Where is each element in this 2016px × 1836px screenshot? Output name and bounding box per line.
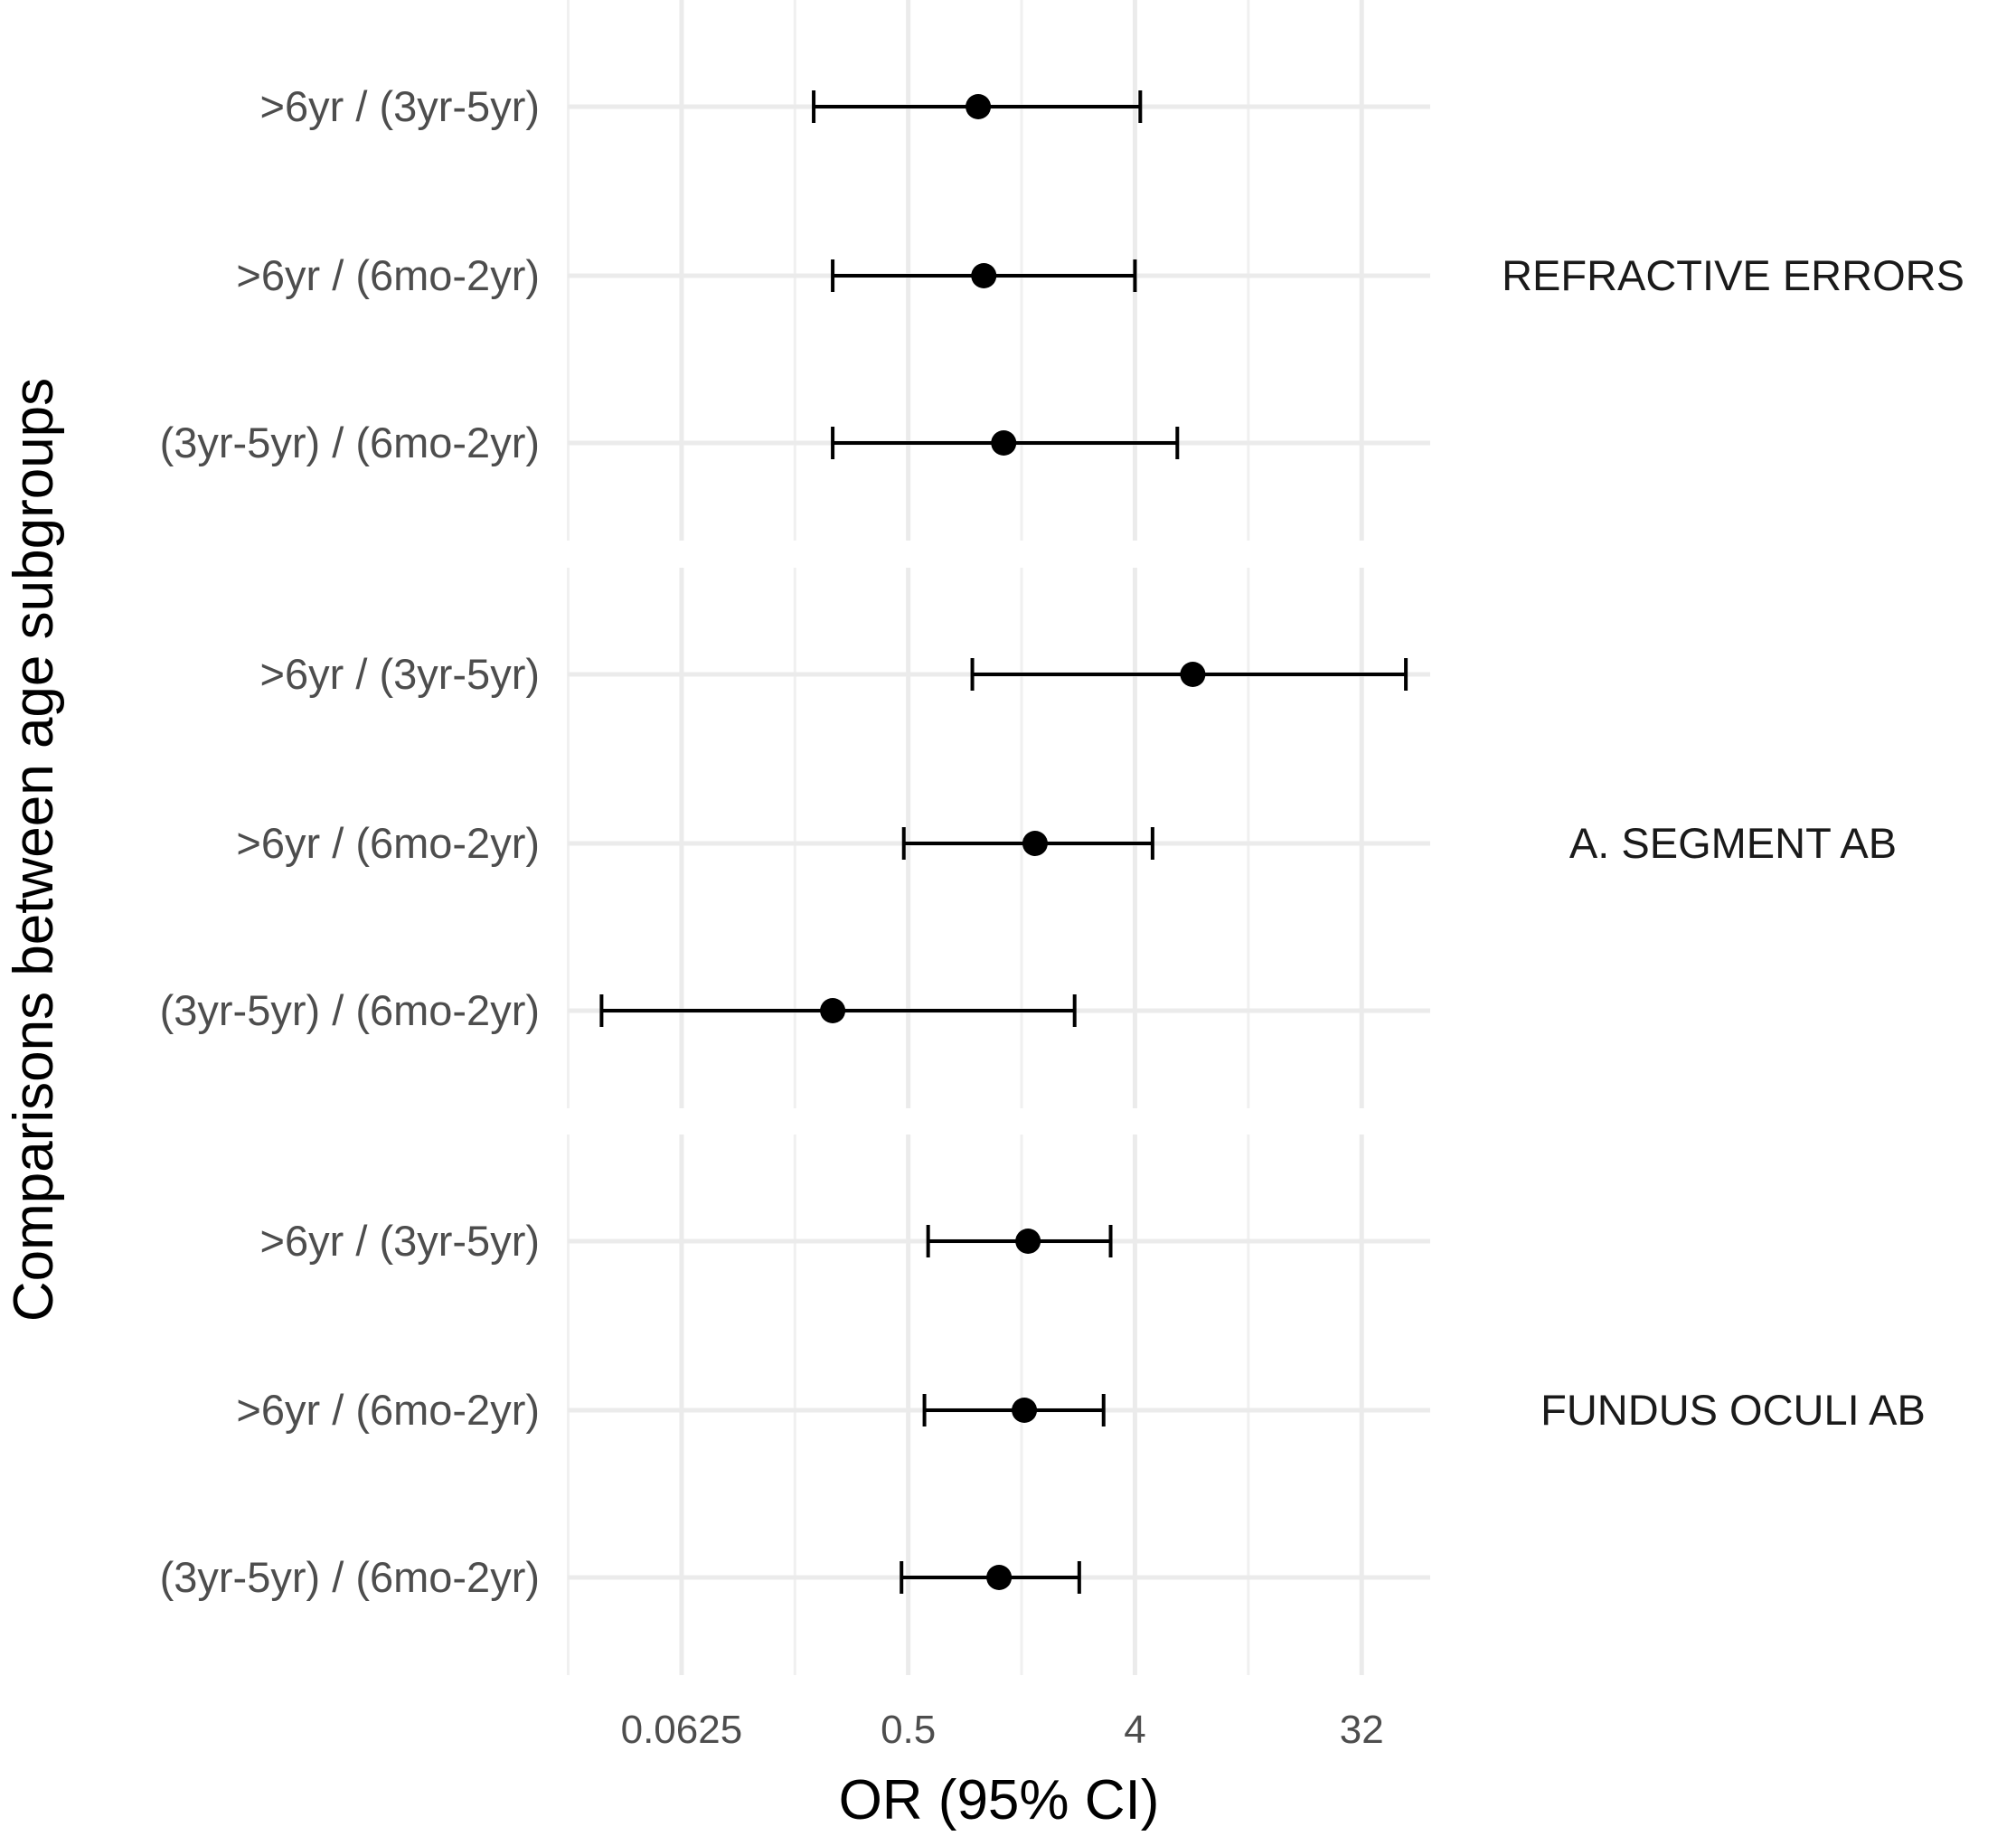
x-tick-label: 32 [1340, 1708, 1384, 1752]
or-point [820, 998, 846, 1023]
x-axis: 0.0625 0.5 4 32 [621, 1708, 1384, 1752]
row-label: >6yr / (3yr-5yr) [260, 1217, 540, 1265]
or-point [986, 1565, 1013, 1590]
y-axis-title: Comparisons between age subgroups [3, 378, 65, 1322]
panels-layer: >6yr / (3yr-5yr) >6yr / (6mo-2yr) (3yr-5yr… [160, 0, 1964, 1675]
panel-3: >6yr / (3yr-5yr) >6yr / (6mo-2yr) (3yr-5yr… [160, 1135, 1926, 1675]
or-point [971, 263, 997, 288]
row-label: >6yr / (6mo-2yr) [236, 1386, 540, 1434]
facet-label: REFRACTIVE ERRORS [1502, 251, 1964, 299]
or-point [1012, 1398, 1038, 1423]
row-label: >6yr / (6mo-2yr) [236, 819, 540, 867]
row-label: >6yr / (3yr-5yr) [260, 82, 540, 130]
panel-2: >6yr / (3yr-5yr) >6yr / (6mo-2yr) (3yr-5yr… [160, 568, 1897, 1108]
x-tick-label: 4 [1124, 1708, 1145, 1752]
panel-1: >6yr / (3yr-5yr) >6yr / (6mo-2yr) (3yr-5yr… [160, 0, 1964, 541]
x-tick-label: 0.0625 [621, 1708, 743, 1752]
x-axis-title: OR (95% CI) [839, 1769, 1160, 1831]
or-point [966, 94, 992, 119]
row-label: >6yr / (3yr-5yr) [260, 650, 540, 698]
or-point [1180, 662, 1206, 687]
facet-label: FUNDUS OCULI AB [1540, 1386, 1926, 1434]
row-label: (3yr-5yr) / (6mo-2yr) [160, 986, 540, 1034]
or-point [1015, 1229, 1041, 1254]
x-tick-label: 0.5 [881, 1708, 936, 1752]
facet-label: A. SEGMENT AB [1569, 819, 1897, 867]
row-label: >6yr / (6mo-2yr) [236, 251, 540, 299]
row-label: (3yr-5yr) / (6mo-2yr) [160, 1553, 540, 1601]
or-point [1022, 831, 1048, 856]
row-label: (3yr-5yr) / (6mo-2yr) [160, 419, 540, 466]
or-point [991, 430, 1017, 456]
